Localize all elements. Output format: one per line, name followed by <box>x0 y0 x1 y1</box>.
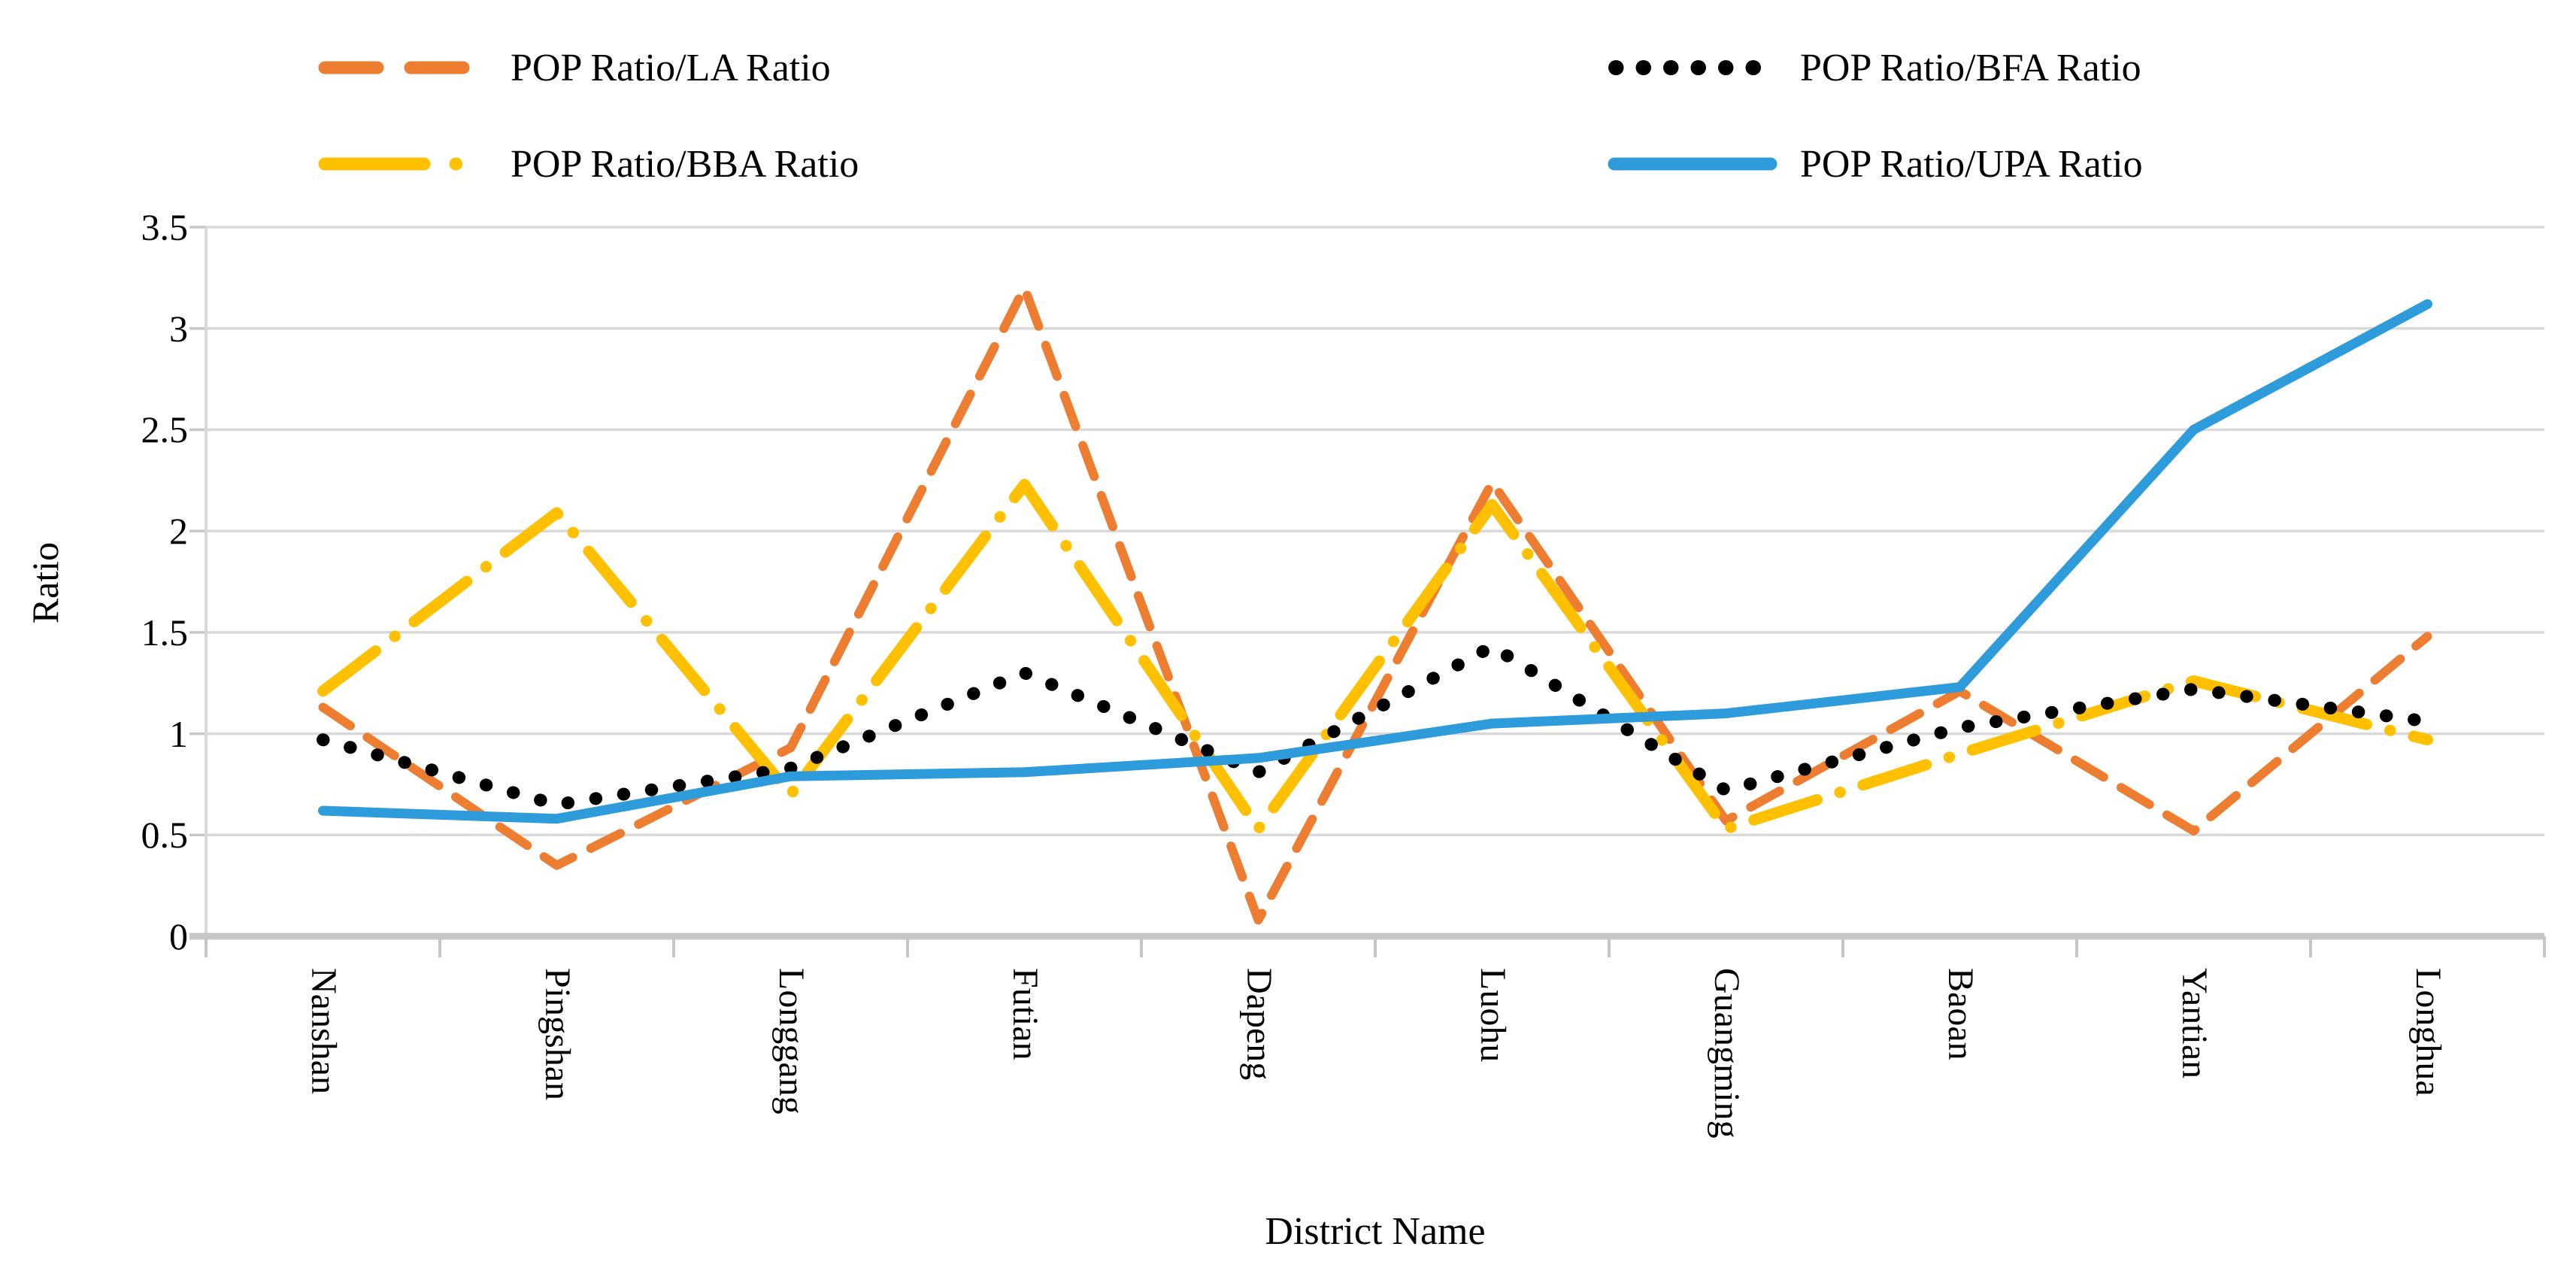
x-tick-label: Longhua <box>2408 968 2448 1096</box>
series-line <box>317 478 2433 835</box>
y-tick-label: 3.5 <box>141 206 189 248</box>
x-tick-label: Yantian <box>2174 968 2214 1079</box>
x-tick-label: Dapeng <box>1238 968 1279 1081</box>
dotted-line-swatch-icon <box>1608 60 1777 75</box>
legend-label: POP Ratio/BBA Ratio <box>511 142 859 186</box>
legend-item-la: POP Ratio/LA Ratio <box>316 38 831 98</box>
solid-line-swatch-icon <box>1608 157 1777 171</box>
legend-item-bfa: POP Ratio/BFA Ratio <box>1605 38 2141 98</box>
x-tick-label: Guangming <box>1706 968 1747 1139</box>
y-tick-label: 0 <box>169 915 188 957</box>
dash-dot-line-swatch-icon <box>318 157 488 171</box>
x-tick-label: Pingshan <box>537 968 577 1101</box>
y-tick-label: 1.5 <box>141 611 189 654</box>
y-tick-label: 2 <box>169 510 188 553</box>
series-line <box>317 640 2434 811</box>
y-tick-label: 1 <box>169 712 188 755</box>
y-tick-label: 2.5 <box>141 408 189 451</box>
x-tick-label: Baoan <box>1940 968 1980 1060</box>
dashed-line-swatch-icon <box>318 61 488 74</box>
x-axis-title: District Name <box>1265 1210 1486 1253</box>
y-tick-label: 0.5 <box>141 814 189 857</box>
legend-label: POP Ratio/LA Ratio <box>511 46 831 89</box>
legend-label: POP Ratio/UPA Ratio <box>1800 142 2143 186</box>
x-tick-label: Nanshan <box>303 968 344 1094</box>
series-line <box>318 283 2432 925</box>
x-tick-label: Longgang <box>771 968 811 1115</box>
legend-item-bba: POP Ratio/BBA Ratio <box>316 134 859 194</box>
legend-label: POP Ratio/BFA Ratio <box>1800 46 2141 89</box>
series-line <box>318 299 2432 824</box>
x-tick-label: Luohu <box>1472 968 1513 1063</box>
x-tick-label: Futian <box>1005 968 1045 1060</box>
legend-item-upa: POP Ratio/UPA Ratio <box>1605 134 2143 194</box>
y-tick-label: 3 <box>169 307 188 350</box>
